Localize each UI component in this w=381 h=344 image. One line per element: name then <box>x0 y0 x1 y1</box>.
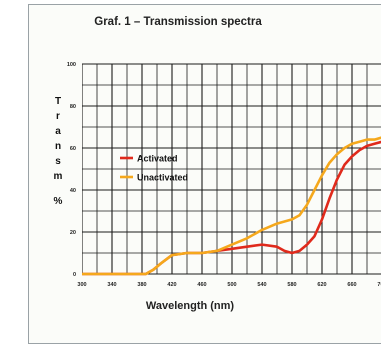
y-tick-label: 40 <box>70 188 76 194</box>
legend-label: Activated <box>137 154 178 164</box>
chart-title: Graf. 1 – Transmission spectra <box>94 16 262 28</box>
y-tick-label: 100 <box>67 62 76 68</box>
x-tick-label: 340 <box>107 282 116 288</box>
x-tick-label: 460 <box>197 282 206 288</box>
x-tick-label: 500 <box>227 282 236 288</box>
y-axis-label-letter: n <box>54 141 62 152</box>
y-tick-label: 80 <box>70 104 76 110</box>
legend-label: Unactivated <box>137 173 188 183</box>
x-tick-label: 580 <box>287 282 296 288</box>
x-tick-label: 700 <box>377 282 381 288</box>
y-tick-label: 20 <box>70 230 76 236</box>
y-axis-label-letter: m <box>53 171 63 182</box>
y-axis-label-letter: a <box>55 126 61 137</box>
y-axis-label-letter: % <box>53 196 63 207</box>
y-tick-label: 0 <box>73 272 76 278</box>
series-line-unactivated <box>82 136 381 276</box>
x-tick-label: 380 <box>137 282 146 288</box>
x-tick-label: 420 <box>167 282 176 288</box>
x-axis-label: Wavelength (nm) <box>145 300 235 312</box>
x-tick-label: 620 <box>317 282 326 288</box>
y-axis-label-letter: r <box>56 111 60 122</box>
x-tick-label: 300 <box>77 282 86 288</box>
plot-area: 0 20 40 60 80 100 300 340 380 420 460 500 540 580 620 6… <box>67 62 381 288</box>
y-axis-label-letter: T <box>54 96 62 107</box>
x-tick-label: 540 <box>257 282 266 288</box>
y-axis-label-letter: s <box>55 156 61 167</box>
chart-figure: Graf. 1 – Transmission spectra T r a n s… <box>28 4 381 344</box>
y-tick-label: 60 <box>70 146 76 152</box>
x-tick-label: 660 <box>347 282 356 288</box>
